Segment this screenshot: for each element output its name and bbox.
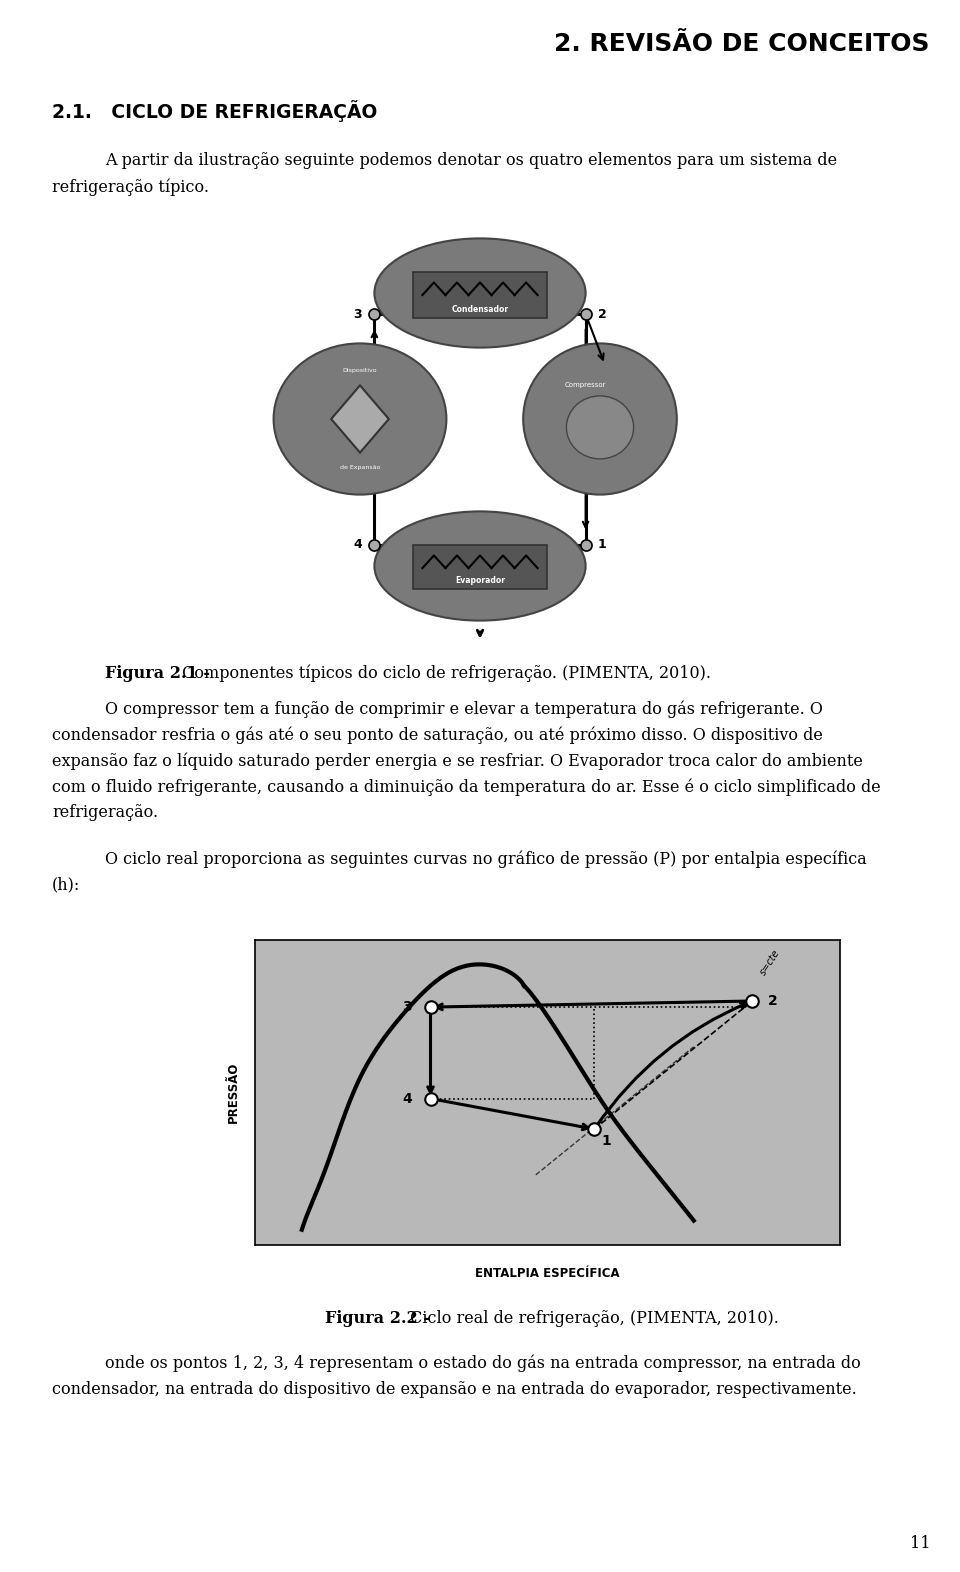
Text: 3: 3 <box>402 1000 412 1014</box>
Text: condensador resfria o gás até o seu ponto de saturação, ou até próximo disso. O : condensador resfria o gás até o seu pont… <box>52 726 823 744</box>
Text: Figura 2.1 -: Figura 2.1 - <box>105 665 210 682</box>
Text: Componentes típicos do ciclo de refrigeração. (PIMENTA, 2010).: Componentes típicos do ciclo de refriger… <box>177 665 711 682</box>
Text: 1: 1 <box>598 539 607 552</box>
Text: s=cte: s=cte <box>758 948 782 976</box>
Text: 2: 2 <box>598 308 607 321</box>
Text: Evaporador: Evaporador <box>455 577 505 585</box>
Text: 1: 1 <box>601 1135 611 1148</box>
Text: 3: 3 <box>353 308 362 321</box>
Text: A partir da ilustração seguinte podemos denotar os quatro elementos para um sist: A partir da ilustração seguinte podemos … <box>105 152 837 170</box>
FancyBboxPatch shape <box>413 545 547 590</box>
Text: de Expansão: de Expansão <box>340 465 380 470</box>
Text: ENTALPIA ESPECÍFICA: ENTALPIA ESPECÍFICA <box>474 1267 619 1280</box>
Text: 2: 2 <box>768 994 778 1008</box>
Ellipse shape <box>566 396 634 459</box>
Text: refrigeração típico.: refrigeração típico. <box>52 178 209 195</box>
Text: onde os pontos 1, 2, 3, 4 representam o estado do gás na entrada compressor, na : onde os pontos 1, 2, 3, 4 representam o … <box>105 1355 861 1372</box>
Text: Compressor: Compressor <box>564 382 607 388</box>
Text: 11: 11 <box>909 1534 930 1552</box>
Text: 4: 4 <box>402 1091 412 1105</box>
Text: Figura 2.2 -: Figura 2.2 - <box>325 1309 430 1327</box>
Text: PRESSÃO: PRESSÃO <box>227 1061 239 1122</box>
Text: 2.1.   CICLO DE REFRIGERAÇÃO: 2.1. CICLO DE REFRIGERAÇÃO <box>52 101 377 123</box>
Ellipse shape <box>523 343 677 495</box>
Ellipse shape <box>374 511 586 621</box>
Text: 4: 4 <box>353 539 362 552</box>
Text: expansão faz o líquido saturado perder energia e se resfriar. O Evaporador troca: expansão faz o líquido saturado perder e… <box>52 751 863 770</box>
Text: condensador, na entrada do dispositivo de expansão e na entrada do evaporador, r: condensador, na entrada do dispositivo d… <box>52 1380 856 1398</box>
Text: 2. REVISÃO DE CONCEITOS: 2. REVISÃO DE CONCEITOS <box>555 31 930 57</box>
Text: Condensador: Condensador <box>451 305 509 314</box>
Polygon shape <box>331 385 389 453</box>
Text: com o fluido refrigerante, causando a diminuição da temperatura do ar. Esse é o : com o fluido refrigerante, causando a di… <box>52 778 880 795</box>
Ellipse shape <box>274 343 446 495</box>
Text: Ciclo real de refrigeração, (PIMENTA, 2010).: Ciclo real de refrigeração, (PIMENTA, 20… <box>405 1309 779 1327</box>
Text: O ciclo real proporciona as seguintes curvas no gráfico de pressão (P) por ental: O ciclo real proporciona as seguintes cu… <box>105 850 867 868</box>
Text: O compressor tem a função de comprimir e elevar a temperatura do gás refrigerant: O compressor tem a função de comprimir e… <box>105 700 823 717</box>
Text: (h):: (h): <box>52 876 81 893</box>
FancyBboxPatch shape <box>413 272 547 318</box>
Text: Dispositivo: Dispositivo <box>343 368 377 373</box>
Text: refrigeração.: refrigeração. <box>52 803 158 821</box>
Ellipse shape <box>374 239 586 347</box>
